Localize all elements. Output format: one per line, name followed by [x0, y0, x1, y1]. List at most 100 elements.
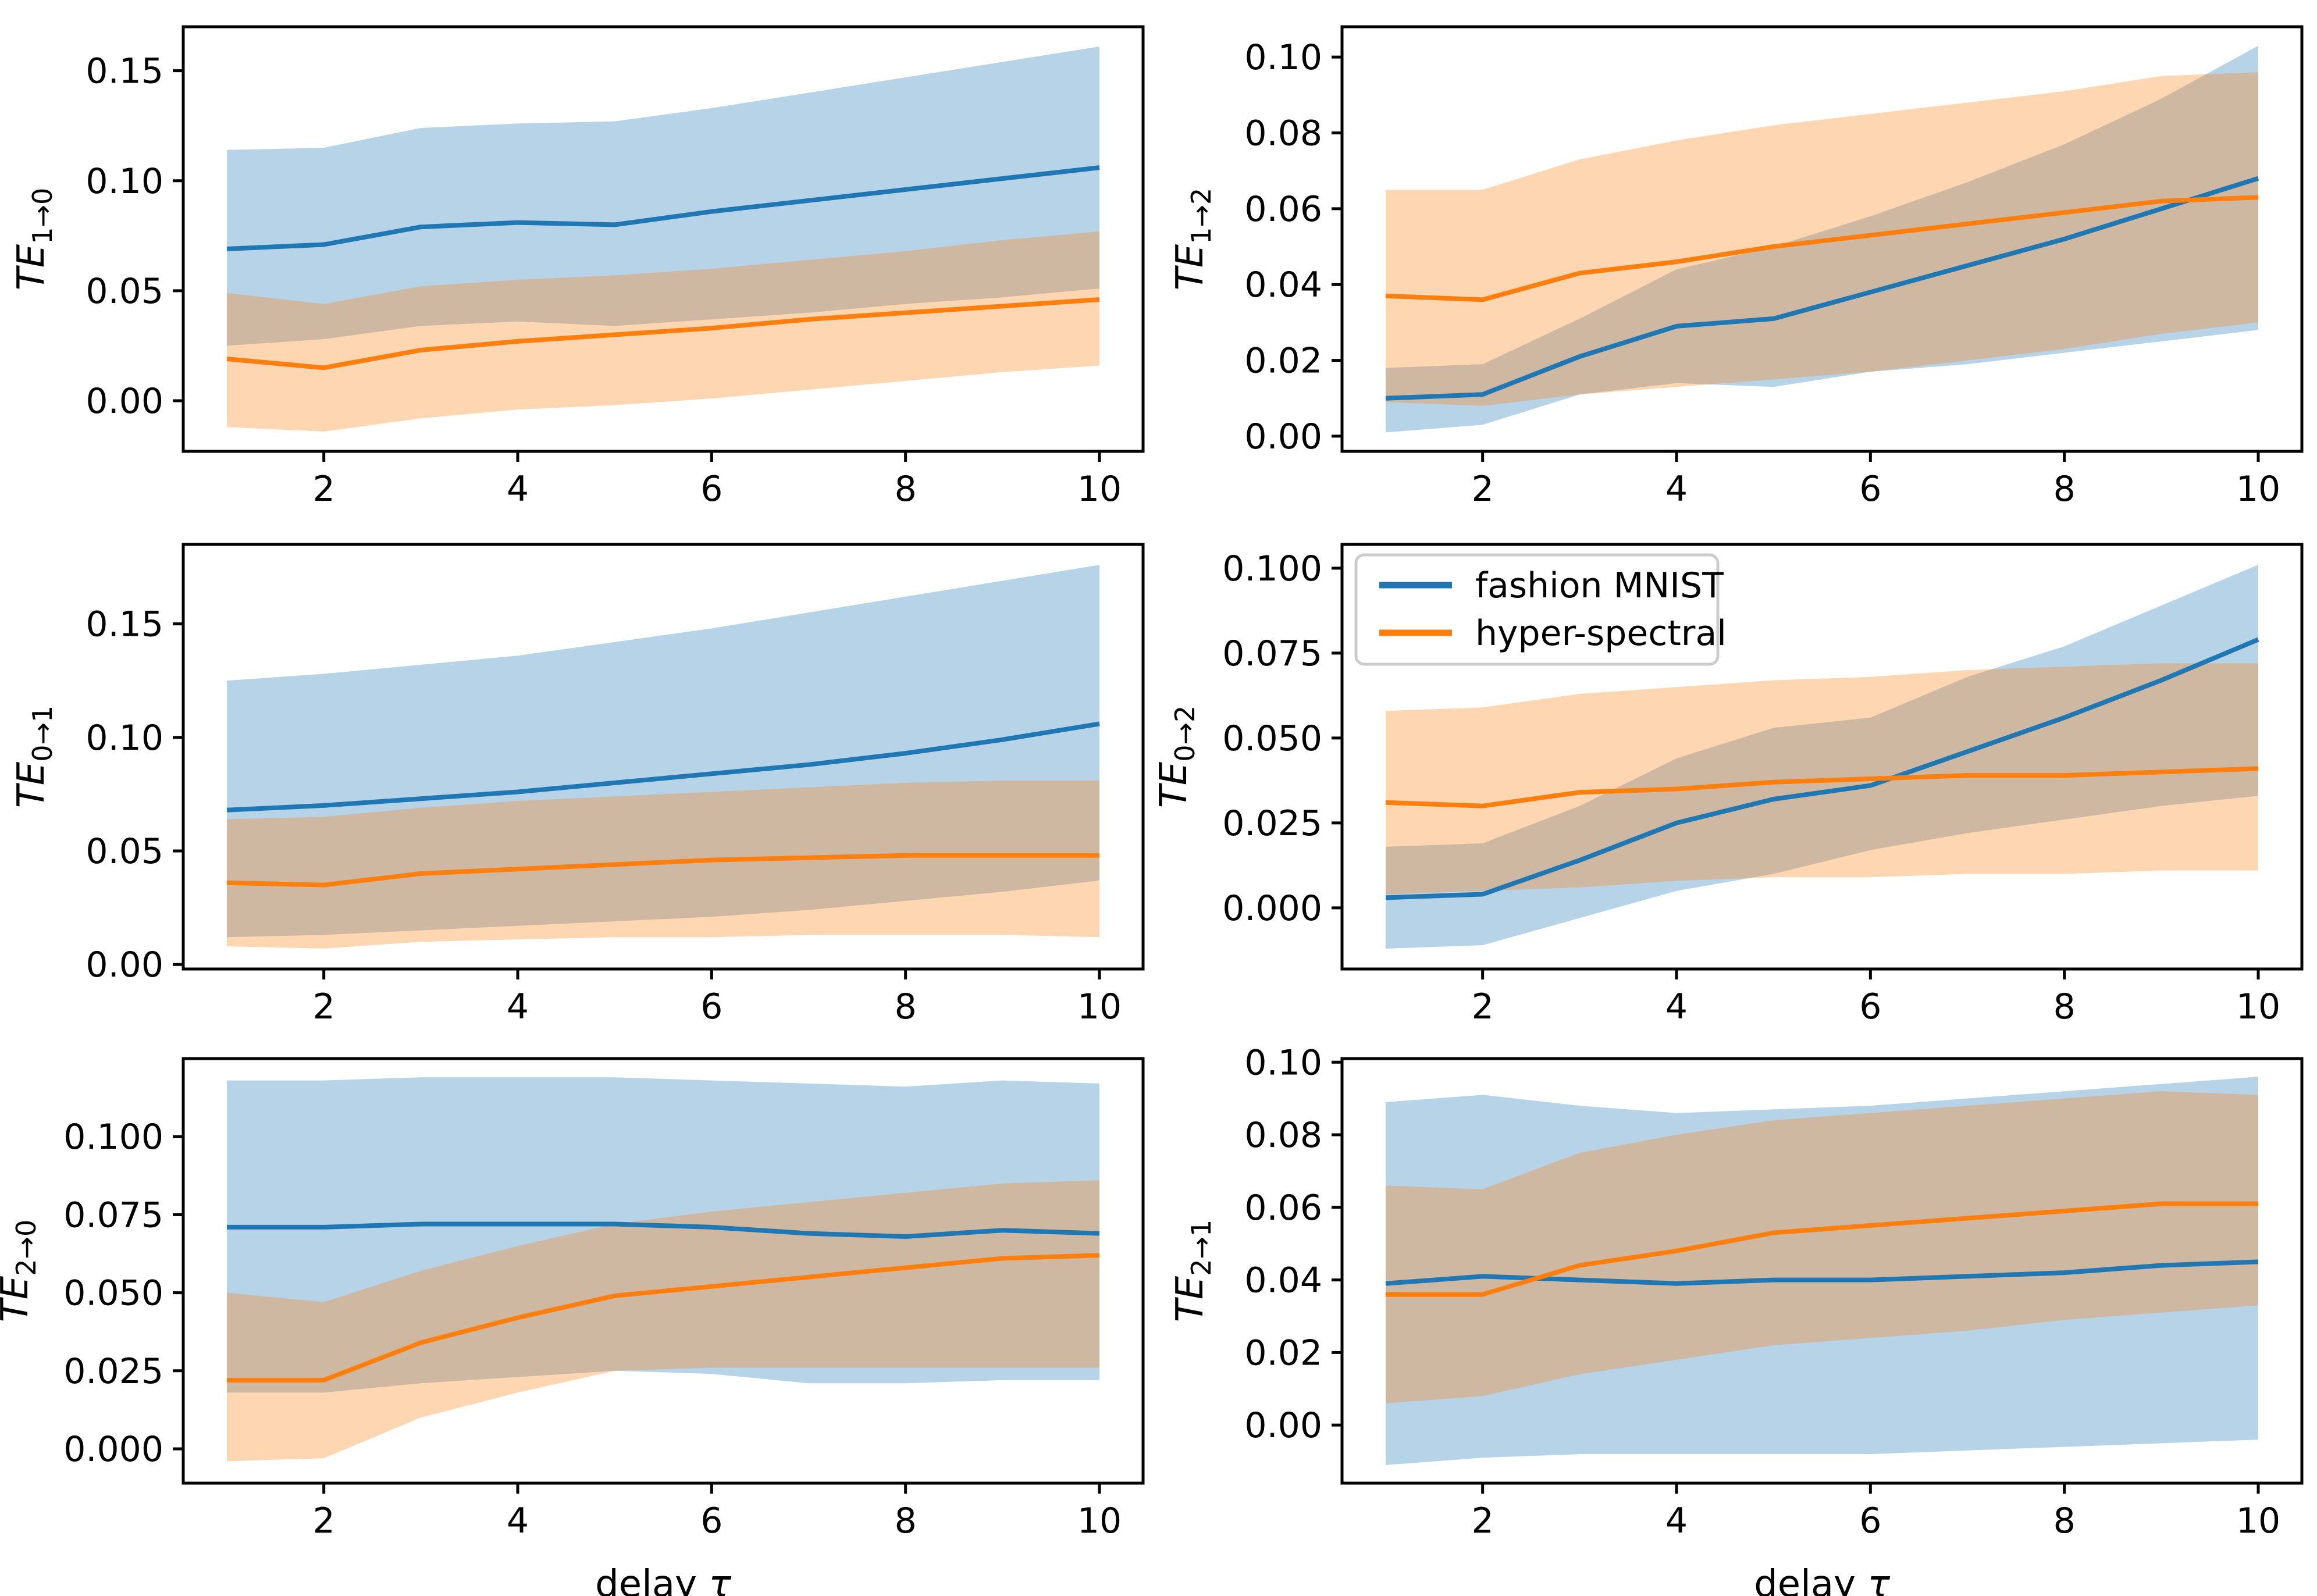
- axes-frame: [1340, 543, 2304, 971]
- x-tick-label: 6: [1859, 986, 1881, 1027]
- x-tick-label: 6: [1859, 1501, 1881, 1541]
- x-tick-label: 8: [895, 469, 917, 510]
- legend: fashion MNIST hyper-spectral: [1354, 553, 1727, 666]
- x-tick-label: 6: [700, 986, 722, 1027]
- x-tick-label: 10: [1077, 986, 1122, 1027]
- plot-canvas-te_1_0: 2 4 6 8 10 0.00 0.05 0.10 0.15 TE1→0: [10, 25, 1145, 510]
- confidence-band-hyper_spectral: [227, 1180, 1099, 1462]
- x-tick-label: 10: [1077, 1501, 1122, 1541]
- x-tick-label: 2: [313, 1501, 335, 1541]
- y-tick-label: 0.075: [63, 1195, 163, 1235]
- y-tick-label: 0.04: [1244, 1260, 1322, 1301]
- legend-label-fashion_mnist: fashion MNIST: [1475, 565, 1724, 606]
- x-tick-label: 6: [700, 469, 722, 510]
- subplot-te-1-2: 2 4 6 8 10 0.00 0.02 0.04 0.06 0.08 0.10 TE1→2: [1169, 25, 2304, 510]
- y-tick-label: 0.050: [63, 1273, 163, 1314]
- mean-line-hyper_spectral: [227, 1253, 1100, 1383]
- y-tick-label: 0.075: [1222, 633, 1322, 674]
- y-tick-label: 0.04: [1244, 265, 1322, 305]
- y-axis-label: TE0→1: [10, 706, 58, 808]
- y-tick-label: 0.02: [1244, 1333, 1322, 1373]
- y-tick-label: 0.100: [1222, 548, 1322, 589]
- y-tick-label: 0.06: [1244, 1188, 1322, 1228]
- plot-canvas-te_0_1: 2 4 6 8 10 0.00 0.05 0.10 0.15 TE0→1: [10, 543, 1145, 1027]
- y-tick-label: 0.100: [63, 1117, 163, 1157]
- x-tick-label: 4: [507, 469, 529, 510]
- y-axis-label: TE2→1: [1169, 1220, 1217, 1323]
- x-tick-label: 10: [2236, 986, 2280, 1027]
- y-tick-label: 0.050: [1222, 718, 1322, 759]
- x-tick-label: 8: [2053, 986, 2076, 1027]
- y-axis-label: TE1→2: [1169, 188, 1217, 291]
- plot-canvas-te_1_2: 2 4 6 8 10 0.00 0.02 0.04 0.06 0.08 0.10 TE1→2: [1169, 25, 2304, 510]
- axes-frame: [1340, 1057, 2304, 1485]
- subplot-te-2-1: 2 4 6 8 10 0.00 0.02 0.04 0.06 0.08 0.10 TE2→1 delay…: [1169, 1042, 2304, 1596]
- y-tick-label: 0.00: [1244, 1405, 1322, 1446]
- mean-line-hyper_spectral: [1385, 766, 2259, 808]
- y-tick-label: 0.025: [1222, 803, 1322, 844]
- x-axis-label: delay τ: [1754, 1563, 1890, 1596]
- mean-line-fashion_mnist: [1385, 637, 2259, 900]
- x-tick-label: 8: [2053, 469, 2076, 510]
- x-tick-label: 4: [1665, 469, 1688, 510]
- y-tick-label: 0.10: [86, 718, 163, 758]
- plot-canvas-te_0_2: 2 4 6 8 10 0.000 0.025 0.050 0.075 0.100 TE0→2 fash…: [1152, 543, 2304, 1027]
- x-tick-label: 10: [2236, 1501, 2280, 1541]
- y-tick-label: 0.000: [1222, 888, 1322, 929]
- subplot-te-2-0: 2 4 6 8 10 0.000 0.025 0.050 0.075 0.100 TE2→0 dela…: [0, 1057, 1145, 1596]
- mean-line-fashion_mnist: [226, 165, 1100, 251]
- plot-canvas-te_2_1: 2 4 6 8 10 0.00 0.02 0.04 0.06 0.08 0.10 TE2→1 delay…: [1169, 1042, 2304, 1596]
- y-tick-label: 0.05: [86, 831, 163, 872]
- subplot-te-0-2: 2 4 6 8 10 0.000 0.025 0.050 0.075 0.100 TE0→2 fash…: [1152, 543, 2304, 1027]
- subplot-te-1-0: 2 4 6 8 10 0.00 0.05 0.10 0.15 TE1→0: [10, 25, 1145, 510]
- x-tick-label: 10: [2236, 469, 2280, 510]
- mean-line-fashion_mnist: [227, 1221, 1100, 1239]
- x-tick-label: 6: [1859, 469, 1881, 510]
- mean-line-hyper_spectral: [1385, 195, 2259, 302]
- y-tick-label: 0.15: [86, 51, 163, 92]
- mean-line-hyper_spectral: [1386, 1201, 2258, 1297]
- x-tick-label: 8: [895, 1501, 917, 1541]
- x-tick-label: 2: [1472, 1501, 1494, 1541]
- x-axis-label: delay τ: [595, 1563, 731, 1596]
- y-tick-label: 0.15: [86, 604, 163, 645]
- y-axis-label: TE1→0: [10, 188, 58, 291]
- x-tick-label: 4: [1665, 1501, 1688, 1541]
- x-tick-label: 2: [1472, 469, 1494, 510]
- y-axis-label: TE0→2: [1152, 706, 1201, 808]
- y-tick-label: 0.025: [63, 1351, 163, 1392]
- y-tick-label: 0.00: [86, 945, 163, 985]
- x-tick-label: 4: [507, 1501, 529, 1541]
- x-tick-label: 8: [895, 986, 917, 1027]
- mean-line-fashion_mnist: [226, 721, 1100, 813]
- axes-frame: [1340, 25, 2304, 453]
- plot-canvas-te_2_0: 2 4 6 8 10 0.000 0.025 0.050 0.075 0.100 TE2→0 dela…: [0, 1057, 1145, 1596]
- x-tick-label: 4: [507, 986, 529, 1027]
- axes-frame: [181, 543, 1145, 971]
- y-tick-label: 0.10: [1244, 1042, 1322, 1083]
- y-axis-label: TE2→0: [0, 1220, 42, 1323]
- x-tick-label: 6: [700, 1501, 722, 1541]
- x-tick-label: 2: [313, 986, 335, 1027]
- mean-line-hyper_spectral: [226, 853, 1099, 888]
- confidence-band-fashion_mnist: [227, 47, 1099, 346]
- subplot-te-0-1: 2 4 6 8 10 0.00 0.05 0.10 0.15 TE0→1: [10, 543, 1145, 1027]
- y-tick-label: 0.02: [1244, 341, 1322, 382]
- legend-label-hyper_spectral: hyper-spectral: [1475, 613, 1727, 654]
- confidence-band-fashion_mnist: [227, 1077, 1099, 1393]
- y-tick-label: 0.06: [1244, 189, 1322, 230]
- confidence-band-fashion_mnist: [227, 565, 1099, 938]
- x-tick-label: 2: [313, 469, 335, 510]
- x-tick-label: 8: [2053, 1501, 2076, 1541]
- x-tick-label: 10: [1077, 469, 1122, 510]
- y-tick-label: 0.00: [1244, 416, 1322, 457]
- y-tick-label: 0.08: [1244, 1115, 1322, 1156]
- confidence-band-hyper_spectral: [1386, 1091, 2258, 1403]
- x-tick-label: 4: [1665, 986, 1688, 1027]
- axes-frame: [181, 1057, 1145, 1485]
- x-tick-label: 2: [1472, 986, 1494, 1027]
- y-tick-label: 0.10: [86, 161, 163, 202]
- y-tick-label: 0.10: [1244, 37, 1322, 78]
- mean-line-hyper_spectral: [226, 297, 1100, 370]
